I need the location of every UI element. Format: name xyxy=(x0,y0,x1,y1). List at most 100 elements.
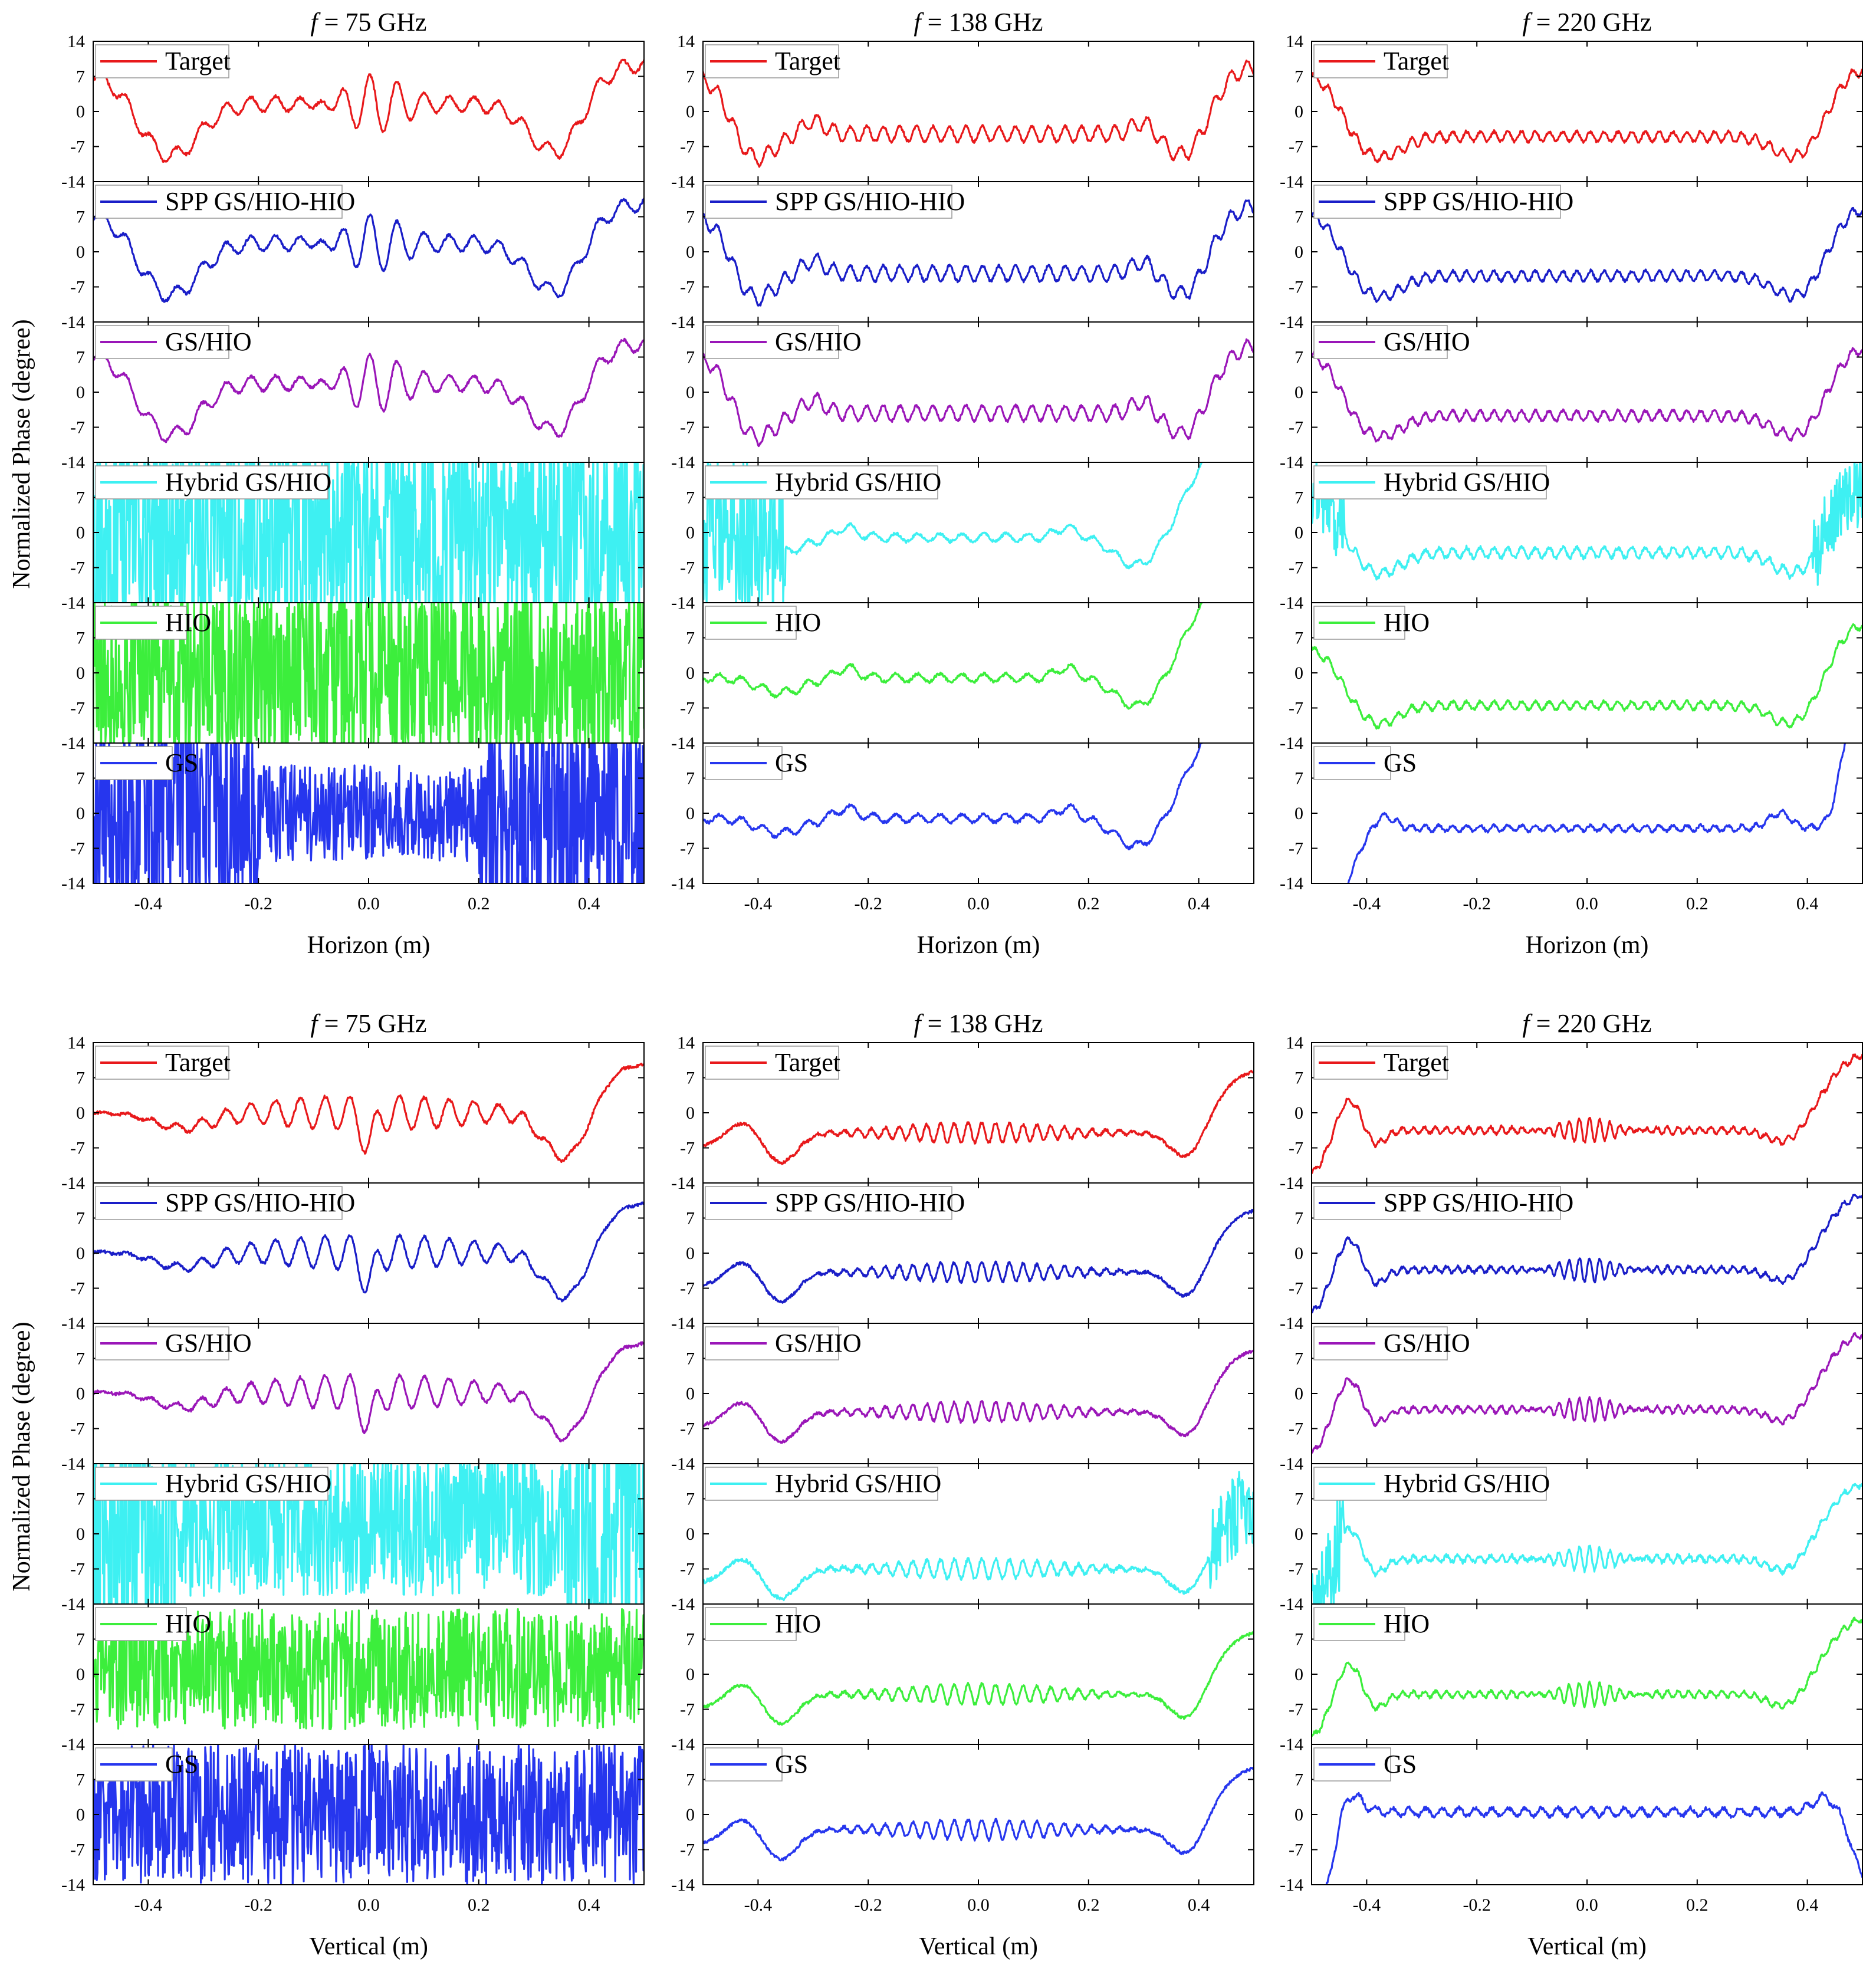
x-tick-label: 0.4 xyxy=(578,894,600,913)
y-tick-label: -7 xyxy=(70,558,85,578)
y-tick-label: -14 xyxy=(671,1314,695,1333)
y-tick-label: -7 xyxy=(680,418,695,438)
panel-h-220-hybrid-gs-hio: -14 -7 0 7 Hybrid GS/HIO xyxy=(1280,462,1863,613)
legend-label: GS/HIO xyxy=(1384,1329,1470,1358)
x-tick-label: -0.2 xyxy=(1463,1895,1491,1915)
y-tick-label: -14 xyxy=(61,1875,85,1895)
title-frequency: = 75 GHz xyxy=(318,8,427,37)
y-tick-label: 7 xyxy=(686,1770,695,1790)
panel-v-138-gs-hio: -14 -7 0 7 GS/HIO xyxy=(671,1323,1254,1474)
y-tick-label: -7 xyxy=(680,1139,695,1158)
y-tick-label: 7 xyxy=(1295,488,1303,508)
y-tick-label: 0 xyxy=(76,804,85,823)
series-line-gs-hio xyxy=(1312,1332,1862,1454)
x-tick-label: 0.4 xyxy=(1188,1895,1210,1915)
y-tick-label: 7 xyxy=(686,67,695,87)
panel-v-138-target: -14 -7 0 7 14 Target xyxy=(671,1033,1254,1193)
y-axis-title-bottom: Normalized Phase (degree) xyxy=(8,1322,35,1591)
y-tick-label: 7 xyxy=(76,348,85,367)
y-tick-label: 0 xyxy=(76,1384,85,1404)
legend-label: HIO xyxy=(775,1609,821,1638)
y-tick-label: 7 xyxy=(686,488,695,508)
panel-h-138-gs: -14 -7 0 7 GS xyxy=(671,742,1254,893)
x-tick-label: -0.2 xyxy=(244,894,272,913)
panel-h-220-gs: -14 -7 0 7 GS xyxy=(1280,742,1863,893)
x-tick-label: -0.4 xyxy=(134,1895,163,1915)
x-tick-label: -0.4 xyxy=(744,894,773,913)
legend-label: GS xyxy=(165,1750,198,1779)
panel-grid: f = 75 GHz -14 -7 0 7 14 Target -14 -7 0 7 SPP GS/H… xyxy=(61,8,1863,1960)
y-tick-label: -7 xyxy=(1289,1419,1303,1439)
legend-label: GS xyxy=(1384,748,1417,777)
y-tick-label: -14 xyxy=(1280,453,1303,472)
series-line-hybrid-gs-hio xyxy=(1312,462,1862,586)
y-tick-label: 0 xyxy=(686,804,695,823)
y-axis-title-top: Normalized Phase (degree) xyxy=(8,319,35,589)
series-line-spp-gs-hio-hio xyxy=(93,1201,644,1303)
series-line-target xyxy=(93,58,644,163)
column-title-h-220: f = 220 GHz xyxy=(1522,8,1651,37)
x-tick-label: 0.2 xyxy=(1686,1895,1709,1915)
panel-h-75-spp-gs-hio-hio: -14 -7 0 7 SPP GS/HIO-HIO xyxy=(61,181,645,332)
y-tick-label: 0 xyxy=(1295,1524,1303,1544)
panel-h-220-spp-gs-hio-hio: -14 -7 0 7 SPP GS/HIO-HIO xyxy=(1280,181,1863,332)
panel-v-220-target: -14 -7 0 7 14 Target xyxy=(1280,1033,1863,1193)
y-tick-label: 0 xyxy=(1295,242,1303,262)
panel-v-75-spp-gs-hio-hio: -14 -7 0 7 SPP GS/HIO-HIO xyxy=(61,1182,645,1333)
y-tick-label: -7 xyxy=(680,1840,695,1860)
series-line-gs-hio xyxy=(703,338,1254,448)
panel-v-220-gs-hio: -14 -7 0 7 GS/HIO xyxy=(1280,1323,1863,1474)
y-tick-label: 7 xyxy=(686,1630,695,1649)
x-tick-label: -0.4 xyxy=(134,894,163,913)
x-axis-title: Vertical (m) xyxy=(919,1933,1038,1960)
x-tick-label: 0.0 xyxy=(967,1895,990,1915)
y-tick-label: -14 xyxy=(671,734,695,753)
legend-label: Hybrid GS/HIO xyxy=(1384,1469,1550,1498)
y-tick-label: -7 xyxy=(680,1419,695,1439)
y-tick-label: -7 xyxy=(680,1560,695,1579)
x-tick-label: 0.2 xyxy=(1077,894,1100,913)
y-tick-label: -14 xyxy=(1280,593,1303,613)
y-tick-label: 7 xyxy=(76,1630,85,1649)
panel-h-75-gs: -14 -7 0 7 GS xyxy=(61,742,645,893)
title-frequency: = 75 GHz xyxy=(318,1009,427,1038)
legend-label: Target xyxy=(775,47,840,75)
panel-v-138-hio: -14 -7 0 7 HIO xyxy=(671,1603,1254,1754)
legend-label: GS/HIO xyxy=(1384,327,1470,356)
x-axis-title: Horizon (m) xyxy=(307,932,431,959)
y-tick-label: 0 xyxy=(1295,1665,1303,1684)
y-tick-label: -14 xyxy=(1280,1314,1303,1333)
series-line-gs xyxy=(703,743,1203,850)
y-tick-label: 7 xyxy=(76,629,85,648)
y-tick-label: -7 xyxy=(70,1840,85,1860)
y-tick-label: -7 xyxy=(1289,699,1303,718)
y-tick-label: 7 xyxy=(686,1349,695,1369)
panel-v-75-hybrid-gs-hio: -14 -7 0 7 Hybrid GS/HIO xyxy=(61,1463,645,1614)
y-tick-label: 14 xyxy=(67,32,85,51)
panel-v-220-hybrid-gs-hio: -14 -7 0 7 Hybrid GS/HIO xyxy=(1280,1463,1863,1614)
panel-v-220-hio: -14 -7 0 7 HIO xyxy=(1280,1603,1863,1754)
legend-label: Target xyxy=(165,47,231,75)
y-tick-label: -14 xyxy=(671,1174,695,1193)
y-tick-label: 0 xyxy=(686,1665,695,1684)
y-tick-label: -7 xyxy=(680,558,695,578)
y-tick-label: 14 xyxy=(677,1033,695,1053)
series-line-target xyxy=(1312,1053,1862,1174)
y-tick-label: 7 xyxy=(686,769,695,788)
y-tick-label: 7 xyxy=(1295,1069,1303,1088)
y-tick-label: -14 xyxy=(1280,172,1303,192)
y-tick-label: 7 xyxy=(1295,1770,1303,1790)
x-axis-title: Horizon (m) xyxy=(917,932,1040,959)
panel-h-220-hio: -14 -7 0 7 HIO xyxy=(1280,602,1863,753)
x-tick-label: 0.4 xyxy=(1796,894,1819,913)
column-title-v-220: f = 220 GHz xyxy=(1522,1009,1651,1038)
y-tick-label: 7 xyxy=(686,629,695,648)
x-tick-label: -0.2 xyxy=(854,1895,882,1915)
x-tick-label: -0.2 xyxy=(244,1895,272,1915)
panel-v-138-spp-gs-hio-hio: -14 -7 0 7 SPP GS/HIO-HIO xyxy=(671,1182,1254,1333)
y-tick-label: -7 xyxy=(680,278,695,297)
y-tick-label: -7 xyxy=(1289,839,1303,859)
y-tick-label: 7 xyxy=(1295,629,1303,648)
y-tick-label: 7 xyxy=(1295,1209,1303,1228)
y-tick-label: -14 xyxy=(1280,1735,1303,1754)
